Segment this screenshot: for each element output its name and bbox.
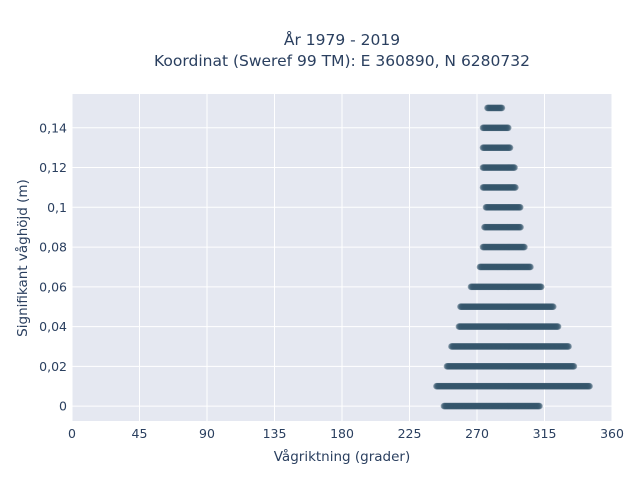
x-tick-label: 180 [330, 426, 354, 441]
y-tick-label: 0,08 [39, 240, 67, 255]
x-tick-label: 90 [199, 426, 215, 441]
y-tick-label: 0,12 [39, 160, 67, 175]
y-tick-label: 0,1 [47, 200, 67, 215]
data-point [565, 343, 572, 350]
x-tick-label: 360 [600, 426, 624, 441]
chart-title-line-2: Koordinat (Sweref 99 TM): E 360890, N 62… [154, 52, 530, 70]
data-point [570, 363, 578, 370]
data-points [433, 104, 593, 410]
x-tick-label: 225 [398, 426, 422, 441]
x-tick-label: 270 [465, 426, 489, 441]
x-axis-ticks: 0 45 90 135 180 225 270 315 360 [68, 426, 624, 441]
y-tick-label: 0,06 [39, 279, 67, 294]
y-tick-label: 0 [59, 399, 67, 414]
data-point [586, 382, 593, 390]
y-axis-ticks: 0 0,02 0,04 0,06 0,08 0,1 0,12 0,14 [39, 120, 67, 413]
data-point [549, 303, 557, 311]
data-point [527, 263, 534, 271]
y-tick-label: 0,02 [39, 359, 67, 374]
x-tick-label: 45 [132, 426, 148, 441]
x-tick-label: 0 [68, 426, 76, 441]
data-point [516, 204, 524, 211]
data-point [537, 283, 545, 291]
data-point [511, 164, 518, 171]
chart-title-line-1: År 1979 - 2019 [284, 30, 400, 49]
data-point [536, 402, 543, 410]
data-point [512, 184, 519, 191]
x-tick-label: 135 [263, 426, 287, 441]
y-tick-label: 0,04 [39, 319, 67, 334]
data-point [554, 323, 562, 330]
y-tick-label: 0,14 [39, 120, 67, 135]
x-tick-label: 315 [533, 426, 557, 441]
x-axis-title: Vågriktning (grader) [274, 448, 411, 465]
data-point [506, 144, 514, 151]
data-point [517, 223, 524, 231]
data-point [521, 243, 528, 251]
data-point [498, 104, 506, 112]
y-axis-title: Signifikant våghöjd (m) [14, 179, 31, 337]
data-point [504, 124, 512, 132]
